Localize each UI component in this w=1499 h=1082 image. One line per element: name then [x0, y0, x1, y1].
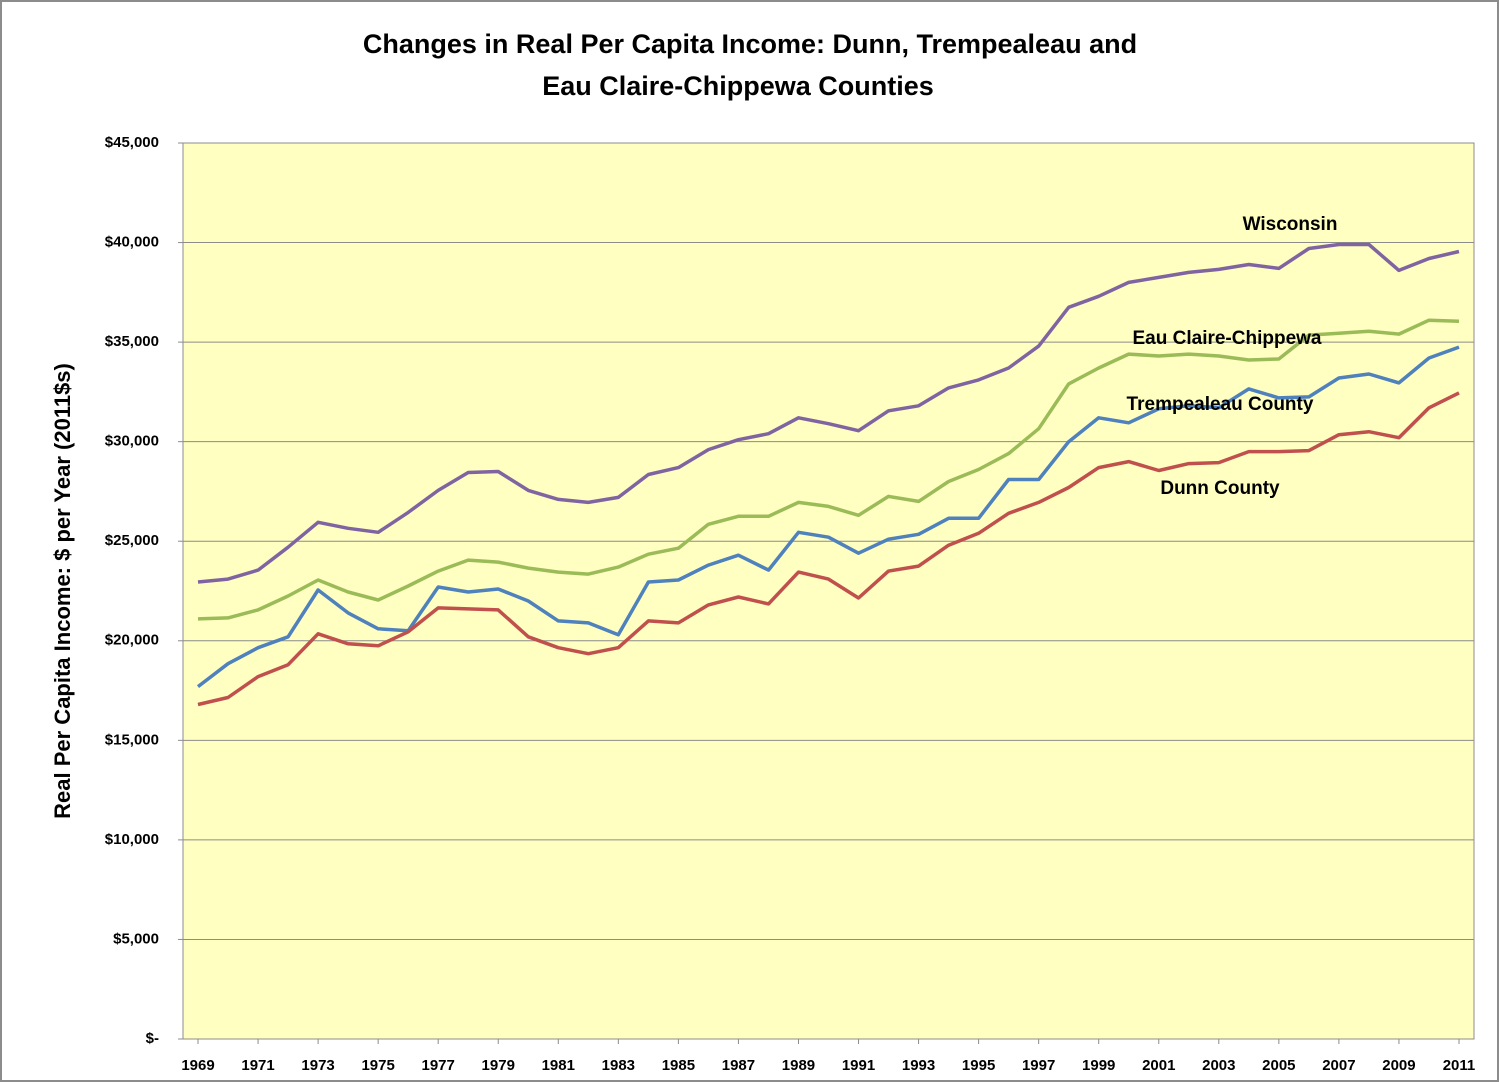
x-tick-label: 2005 — [1262, 1057, 1295, 1074]
x-tick-label: 1979 — [482, 1057, 515, 1074]
y-tick-label: $30,000 — [105, 433, 159, 450]
x-tick-label: 2007 — [1322, 1057, 1355, 1074]
x-tick-label: 1995 — [962, 1057, 995, 1074]
series-label: Eau Claire-Chippewa — [1133, 328, 1322, 349]
series-label: Trempealeau County — [1127, 394, 1314, 415]
y-tick-label: $25,000 — [105, 532, 159, 549]
x-tick-label: 2011 — [1443, 1057, 1476, 1074]
y-tick-label: $10,000 — [105, 831, 159, 848]
chart-title: Eau Claire-Chippewa Counties — [542, 71, 934, 101]
x-tick-label: 1977 — [422, 1057, 455, 1074]
series-label: Wisconsin — [1243, 214, 1338, 235]
y-tick-label: $5,000 — [113, 930, 159, 947]
x-tick-label: 1993 — [902, 1057, 935, 1074]
series-line — [197, 242, 1460, 584]
x-tick-label: 1971 — [241, 1057, 274, 1074]
y-tick-label: $15,000 — [105, 731, 159, 748]
x-tick-label: 2009 — [1382, 1057, 1415, 1074]
x-tick-label: 1969 — [181, 1057, 214, 1074]
y-tick-label: $35,000 — [105, 333, 159, 350]
x-tick-label: 1975 — [361, 1057, 394, 1074]
x-tick-label: 1987 — [722, 1057, 755, 1074]
x-tick-label: 1997 — [1022, 1057, 1055, 1074]
x-tick-label: 1999 — [1082, 1057, 1115, 1074]
x-tick-label: 1991 — [842, 1057, 875, 1074]
y-tick-label: $- — [146, 1030, 159, 1047]
x-tick-label: 1981 — [542, 1057, 575, 1074]
x-tick-label: 1989 — [782, 1057, 815, 1074]
series-line — [197, 391, 1460, 707]
plot-area — [182, 142, 1475, 1040]
x-tick-label: 2001 — [1142, 1057, 1175, 1074]
y-tick-label: $45,000 — [105, 134, 159, 151]
series-line — [197, 318, 1460, 621]
x-tick-label: 1973 — [301, 1057, 334, 1074]
chart-title: Changes in Real Per Capita Income: Dunn,… — [363, 29, 1137, 59]
y-tick-label: $40,000 — [105, 234, 159, 251]
series-label: Dunn County — [1160, 478, 1280, 499]
y-axis-title: Real Per Capita Income: $ per Year (2011… — [50, 363, 75, 819]
y-tick-label: $20,000 — [105, 632, 159, 649]
x-tick-label: 1985 — [662, 1057, 695, 1074]
x-tick-label: 1983 — [602, 1057, 635, 1074]
x-tick-label: 2003 — [1202, 1057, 1235, 1074]
